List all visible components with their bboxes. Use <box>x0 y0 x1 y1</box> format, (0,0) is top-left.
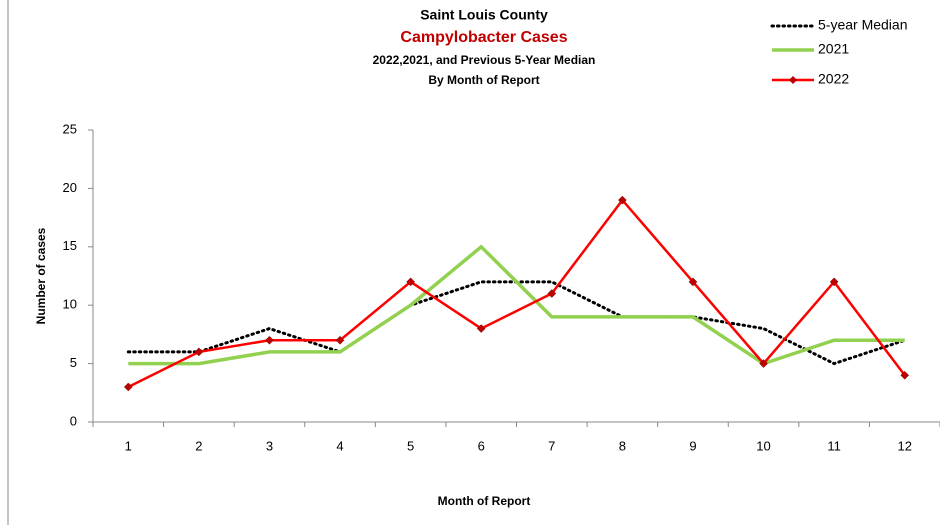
chart-subtitle: By Month of Report <box>428 73 539 87</box>
data-point <box>406 277 415 287</box>
data-point <box>688 277 698 287</box>
y-tick-label: 15 <box>63 238 77 253</box>
y-tick-label: 10 <box>63 297 77 312</box>
data-point <box>123 382 133 392</box>
data-point <box>618 195 627 205</box>
y-tick-label: 25 <box>63 121 77 136</box>
data-point <box>900 370 910 380</box>
x-tick-label: 7 <box>548 438 555 453</box>
chart-border <box>7 0 940 525</box>
chart-subtitle: Campylobacter Cases <box>400 29 567 46</box>
data-point <box>265 335 274 345</box>
x-tick-label: 8 <box>619 438 626 453</box>
x-tick-label: 11 <box>827 438 841 453</box>
data-point <box>194 347 204 357</box>
y-tick-label: 5 <box>70 355 77 370</box>
y-tick-label: 20 <box>63 180 77 195</box>
legend-label: 2022 <box>818 71 849 87</box>
data-point <box>476 324 486 333</box>
x-tick-label: 3 <box>266 438 273 453</box>
x-axis-label: Month of Report <box>438 494 531 508</box>
y-axis-label: Number of cases <box>34 227 48 324</box>
x-tick-label: 9 <box>689 438 696 453</box>
legend-label: 5-year Median <box>818 17 908 33</box>
x-tick-label: 12 <box>897 438 911 453</box>
data-point <box>759 359 768 368</box>
x-tick-label: 10 <box>756 438 770 453</box>
series-line <box>127 198 906 389</box>
legend-label: 2021 <box>818 41 849 57</box>
legend-marker <box>789 76 797 84</box>
data-point <box>335 335 345 345</box>
x-tick-label: 4 <box>336 438 343 453</box>
y-tick-label: 0 <box>70 413 77 428</box>
chart-title: Saint Louis County <box>420 7 548 23</box>
x-tick-label: 6 <box>478 438 485 453</box>
series-line <box>128 244 905 366</box>
data-point <box>829 277 839 287</box>
chart-subtitle: 2022,2021, and Previous 5-Year Median <box>373 53 596 67</box>
x-tick-label: 2 <box>195 438 202 453</box>
x-tick-label: 1 <box>125 438 132 453</box>
data-point <box>547 289 557 298</box>
x-tick-label: 5 <box>407 438 414 453</box>
